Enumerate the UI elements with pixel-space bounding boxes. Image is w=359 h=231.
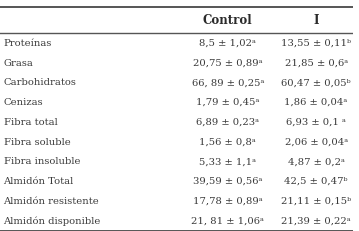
Text: 17,78 ± 0,89ᵃ: 17,78 ± 0,89ᵃ [193,197,262,206]
Text: 66, 89 ± 0,25ᵃ: 66, 89 ± 0,25ᵃ [192,78,264,87]
Text: Fibra insoluble: Fibra insoluble [4,157,80,166]
Text: 21,11 ± 0,15ᵇ: 21,11 ± 0,15ᵇ [281,197,351,206]
Text: 1,56 ± 0,8ᵃ: 1,56 ± 0,8ᵃ [199,138,256,147]
Text: 6,89 ± 0,23ᵃ: 6,89 ± 0,23ᵃ [196,118,259,127]
Text: 21,85 ± 0,6ᵃ: 21,85 ± 0,6ᵃ [285,59,348,68]
Text: 42,5 ± 0,47ᵇ: 42,5 ± 0,47ᵇ [284,177,348,186]
Text: 1,86 ± 0,04ᵃ: 1,86 ± 0,04ᵃ [284,98,348,107]
Text: 13,55 ± 0,11ᵇ: 13,55 ± 0,11ᵇ [281,39,351,48]
Text: 20,75 ± 0,89ᵃ: 20,75 ± 0,89ᵃ [193,59,262,68]
Text: 2,06 ± 0,04ᵃ: 2,06 ± 0,04ᵃ [285,138,348,147]
Text: Cenizas: Cenizas [4,98,43,107]
Text: 21,39 ± 0,22ᵃ: 21,39 ± 0,22ᵃ [281,217,351,226]
Text: Almidón disponible: Almidón disponible [4,216,101,226]
Text: 5,33 ± 1,1ᵃ: 5,33 ± 1,1ᵃ [199,157,256,166]
Text: Control: Control [203,14,253,27]
Text: Carbohidratos: Carbohidratos [4,78,76,87]
Text: 1,79 ± 0,45ᵃ: 1,79 ± 0,45ᵃ [196,98,260,107]
Text: Grasa: Grasa [4,59,33,68]
Text: 4,87 ± 0,2ᵃ: 4,87 ± 0,2ᵃ [288,157,345,166]
Text: 8,5 ± 1,02ᵃ: 8,5 ± 1,02ᵃ [199,39,256,48]
Text: Fibra soluble: Fibra soluble [4,138,70,147]
Text: 6,93 ± 0,1 ᵃ: 6,93 ± 0,1 ᵃ [286,118,346,127]
Text: Almidón Total: Almidón Total [4,177,74,186]
Text: 39,59 ± 0,56ᵃ: 39,59 ± 0,56ᵃ [193,177,262,186]
Text: 21, 81 ± 1,06ᵃ: 21, 81 ± 1,06ᵃ [191,217,264,226]
Text: 60,47 ± 0,05ᵇ: 60,47 ± 0,05ᵇ [281,78,351,87]
Text: Proteínas: Proteínas [4,39,52,48]
Text: Fibra total: Fibra total [4,118,57,127]
Text: Almidón resistente: Almidón resistente [4,197,99,206]
Text: I: I [313,14,319,27]
